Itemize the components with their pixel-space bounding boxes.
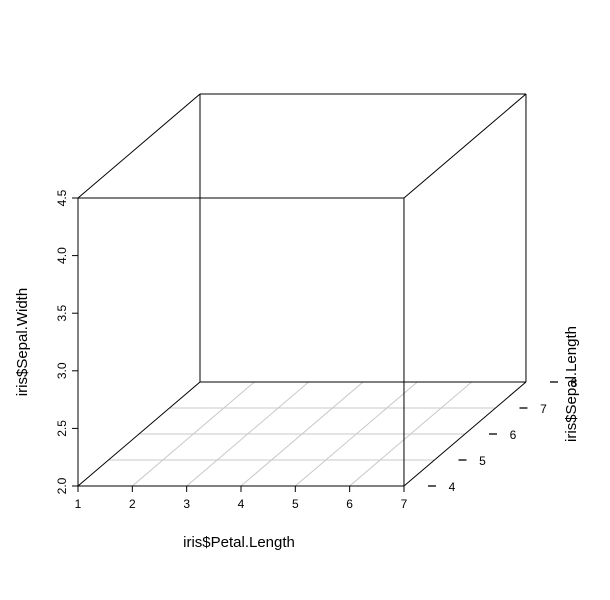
x-tick-label: 6 — [346, 497, 353, 511]
z-tick-label: 2.0 — [55, 477, 69, 494]
plot-box — [77, 93, 527, 487]
z-axis-title: iris$Sepal.Width — [14, 288, 31, 396]
y-tick-label: 4 — [449, 480, 456, 494]
box-depth-top-right — [403, 93, 527, 199]
z-tick-label: 4.5 — [55, 189, 69, 206]
x-tick-label: 3 — [183, 497, 190, 511]
x-tick-label: 7 — [401, 497, 408, 511]
y-tick-label: 7 — [540, 402, 547, 416]
axis-ticks — [72, 197, 558, 492]
x-tick-label: 1 — [75, 497, 82, 511]
z-tick-label: 2.5 — [55, 420, 69, 437]
z-tick-label: 4.0 — [55, 247, 69, 264]
y-tick-label: 8 — [571, 376, 578, 390]
y-tick-label: 6 — [510, 428, 517, 442]
box-depth-bottom-right — [403, 381, 527, 487]
axis-tick-labels: 1 2 3 4 5 6 7 2.0 2.5 3.0 3.5 4.0 4.5 4 5 6 7 8 — [55, 189, 578, 511]
y-tick-label: 5 — [479, 454, 486, 468]
z-tick-label: 3.5 — [55, 305, 69, 322]
x-tick-label: 4 — [238, 497, 245, 511]
floor-grid — [108, 381, 496, 487]
x-axis-title: iris$Petal.Length — [183, 534, 295, 551]
z-tick-label: 3.0 — [55, 362, 69, 379]
box-depth-bottom-left — [77, 381, 201, 487]
x-tick-label: 5 — [292, 497, 299, 511]
x-tick-label: 2 — [129, 497, 136, 511]
y-axis-title: iris$Sepal.Length — [563, 326, 580, 442]
box-depth-top-left — [77, 93, 201, 199]
